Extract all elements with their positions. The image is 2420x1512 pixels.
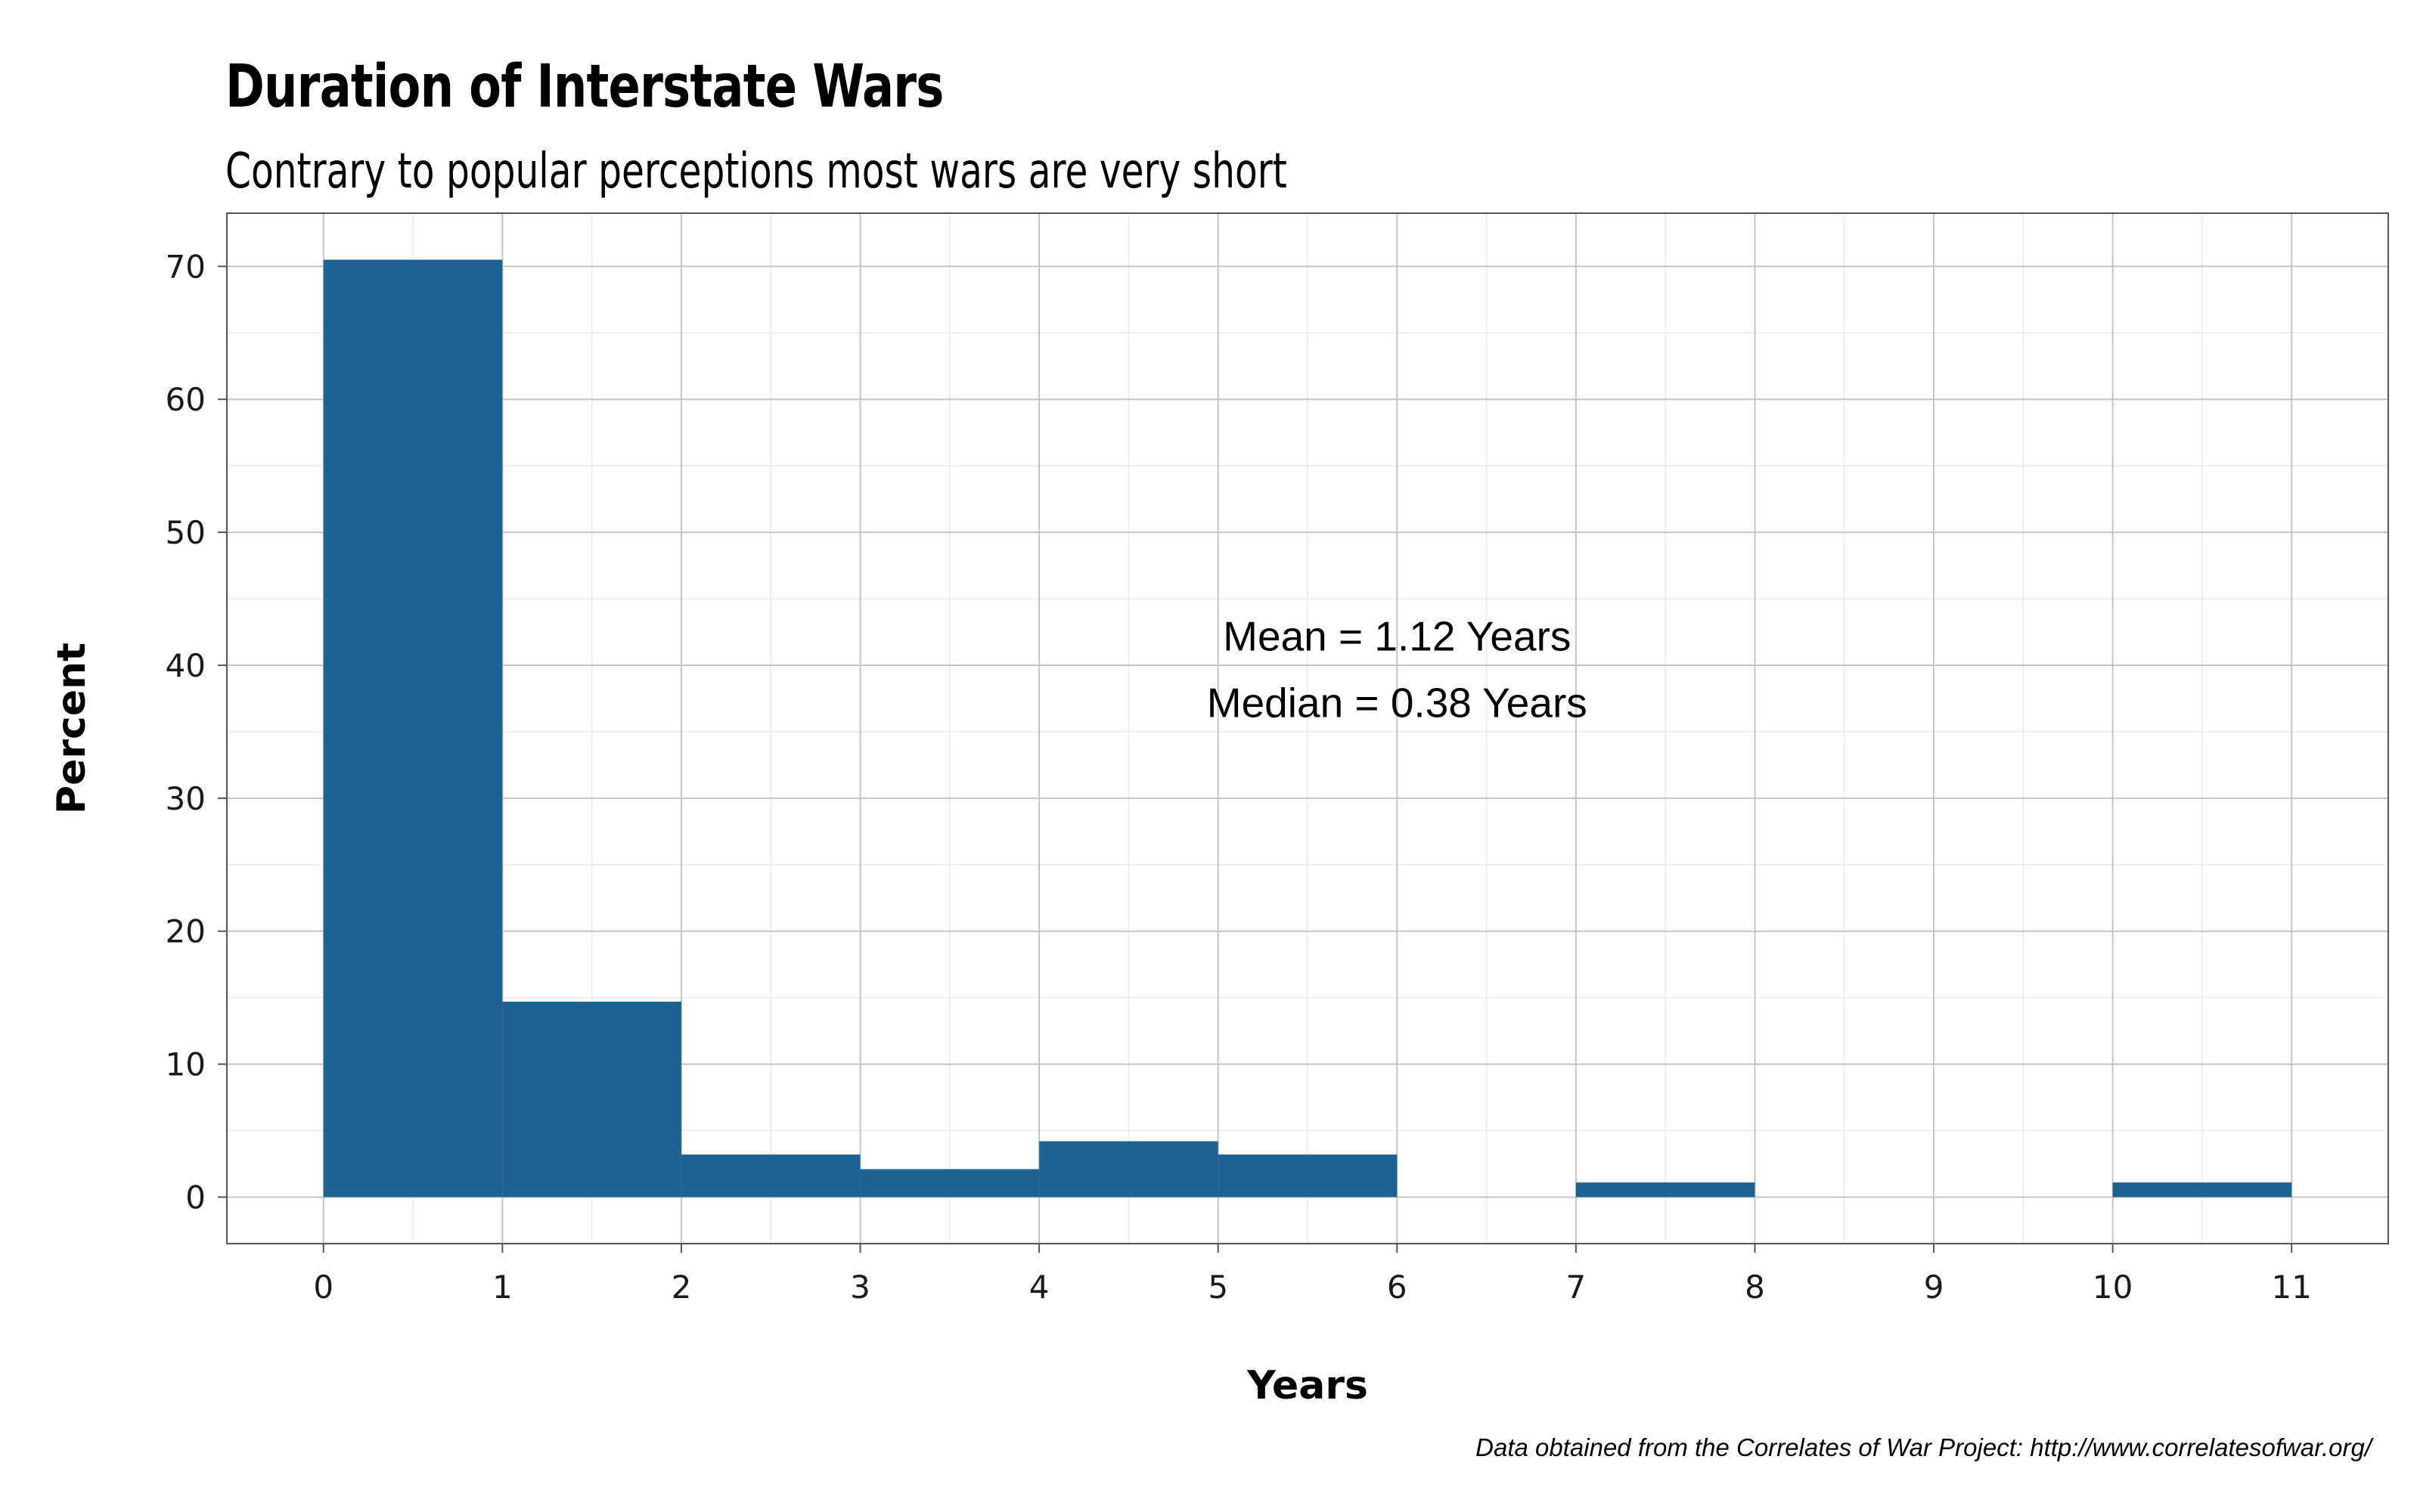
y-tick-label: 60 [166, 381, 206, 418]
y-axis-ticks: 0 10 20 30 40 50 60 70 [166, 248, 227, 1216]
x-axis-title: Years [1246, 1363, 1368, 1408]
data-source-caption: Data obtained from the Correlates of War… [1475, 1433, 2372, 1461]
histogram-bar [860, 1169, 1040, 1198]
y-tick-label: 70 [166, 248, 206, 285]
y-tick-label: 20 [166, 913, 206, 950]
histogram-bar [323, 259, 503, 1198]
histogram-bar [1039, 1141, 1218, 1198]
x-tick-label: 7 [1566, 1269, 1587, 1306]
plot-panel-border [226, 212, 2389, 1244]
x-axis-ticks: 0 1 2 3 4 5 6 7 8 9 10 11 [313, 1244, 2312, 1306]
y-tick-label: 40 [166, 647, 206, 684]
x-tick-label: 6 [1387, 1269, 1407, 1306]
median-annotation: Median = 0.38 Years [1207, 679, 1587, 726]
x-tick-label: 1 [492, 1269, 513, 1306]
histogram-bars [323, 259, 2292, 1198]
x-tick-label: 0 [313, 1269, 334, 1306]
y-tick-label: 10 [166, 1046, 206, 1083]
mean-annotation: Mean = 1.12 Years [1223, 612, 1571, 659]
x-tick-label: 8 [1745, 1269, 1765, 1306]
x-tick-label: 11 [2272, 1269, 2312, 1306]
x-tick-label: 9 [1924, 1269, 1944, 1306]
y-tick-label: 0 [185, 1179, 206, 1216]
minor-gridlines [227, 213, 2388, 1244]
x-tick-label: 4 [1029, 1269, 1050, 1306]
histogram-bar [681, 1154, 861, 1198]
y-tick-label: 30 [166, 780, 206, 817]
histogram-bar [2112, 1182, 2292, 1198]
histogram-bar [1575, 1182, 1755, 1198]
x-tick-label: 10 [2093, 1269, 2133, 1306]
x-tick-label: 3 [850, 1269, 870, 1306]
y-tick-label: 50 [166, 514, 206, 551]
chart-title: Duration of Interstate Wars [225, 53, 944, 121]
x-tick-label: 2 [672, 1269, 692, 1306]
x-tick-label: 5 [1208, 1269, 1228, 1306]
histogram-bar [1218, 1154, 1398, 1198]
y-axis-title: Percent [49, 643, 95, 814]
chart-subtitle: Contrary to popular perceptions most war… [225, 144, 1287, 200]
histogram-bar [502, 1001, 681, 1198]
